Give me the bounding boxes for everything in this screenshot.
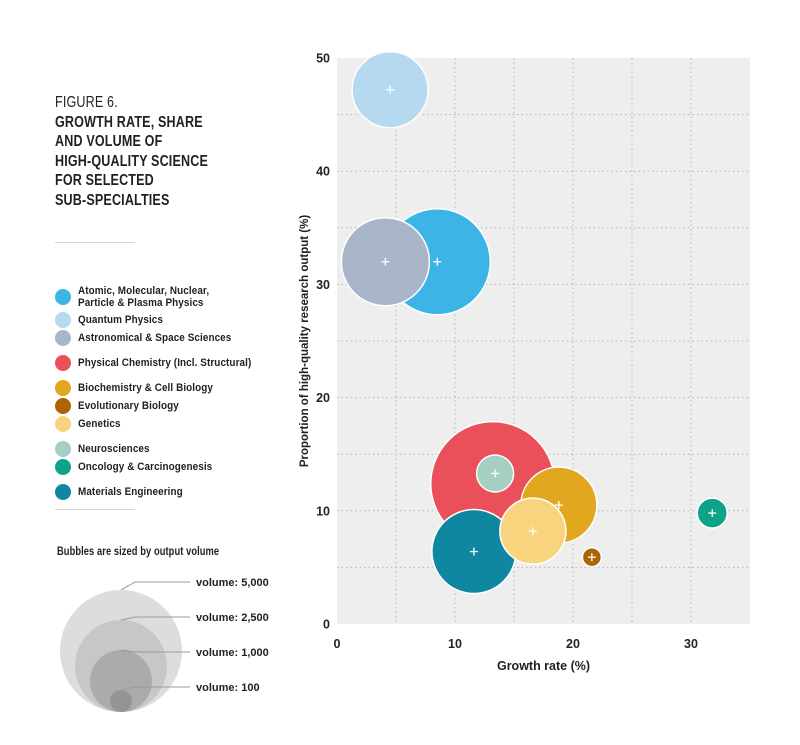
size-legend-connector: [120, 649, 190, 653]
size-legend-circle: [110, 690, 132, 712]
figure-title-block: FIGURE 6. GROWTH RATE, SHARE AND VOLUME O…: [55, 93, 285, 210]
legend-item: Oncology & Carcinogenesis: [55, 458, 305, 476]
legend-item: Genetics: [55, 415, 305, 433]
size-legend-connector: [120, 616, 190, 621]
y-axis-title: Proportion of high-quality research outp…: [299, 215, 311, 468]
legend-item: Biochemistry & Cell Biology: [55, 379, 305, 397]
divider-bottom: [55, 509, 135, 510]
y-tick-label: 10: [316, 504, 330, 518]
legend-color-dot: [55, 355, 71, 371]
legend-color-dot: [55, 289, 71, 305]
legend-label: Astronomical & Space Sciences: [78, 331, 232, 344]
size-legend-label: volume: 2,500: [196, 612, 269, 624]
legend-color-dot: [55, 380, 71, 396]
legend-color-dot: [55, 416, 71, 432]
size-legend-title: Bubbles are sized by output volume: [57, 546, 220, 558]
figure-title-line: FOR SELECTED: [55, 172, 154, 189]
figure-label: FIGURE 6.: [55, 94, 118, 111]
legend-group: Materials Engineering: [55, 483, 305, 501]
legend-item: Astronomical & Space Sciences: [55, 329, 305, 347]
legend-label: Quantum Physics: [78, 313, 163, 326]
x-tick-label: 0: [334, 637, 341, 651]
size-legend-label: volume: 1,000: [196, 647, 269, 659]
size-legend-connector: [120, 686, 190, 691]
figure-title-line: HIGH-QUALITY SCIENCE: [55, 152, 208, 170]
y-tick-label: 50: [316, 52, 330, 66]
legend-item: Atomic, Molecular, Nuclear, Particle & P…: [55, 283, 305, 311]
legend-item: Evolutionary Biology: [55, 397, 305, 415]
legend-group: Atomic, Molecular, Nuclear, Particle & P…: [55, 283, 305, 347]
legend-label: Genetics: [78, 417, 121, 430]
legend-label: Neurosciences: [78, 442, 150, 455]
category-legend: Atomic, Molecular, Nuclear, Particle & P…: [55, 283, 305, 508]
x-tick-label: 10: [448, 637, 462, 651]
legend-color-dot: [55, 330, 71, 346]
y-tick-label: 40: [316, 165, 330, 179]
legend-label: Oncology & Carcinogenesis: [78, 460, 213, 473]
legend-label: Atomic, Molecular, Nuclear, Particle & P…: [78, 284, 210, 310]
x-tick-label: 30: [684, 637, 698, 651]
divider-top: [55, 242, 135, 243]
legend-label: Biochemistry & Cell Biology: [78, 381, 214, 394]
size-legend-connector: [120, 581, 190, 591]
legend-item: Neurosciences: [55, 440, 305, 458]
legend-color-dot: [55, 398, 71, 414]
size-legend-circle: [90, 650, 152, 712]
figure-title-line: AND VOLUME OF: [55, 133, 163, 150]
legend-group: Physical Chemistry (Incl. Structural): [55, 354, 305, 372]
figure-title-line: GROWTH RATE, SHARE: [55, 113, 203, 131]
legend-color-dot: [55, 484, 71, 500]
legend-label: Physical Chemistry (Incl. Structural): [78, 356, 252, 369]
y-tick-label: 30: [316, 278, 330, 292]
size-legend-label: volume: 5,000: [196, 577, 269, 589]
y-tick-label: 20: [316, 391, 330, 405]
legend-color-dot: [55, 441, 71, 457]
legend-label: Evolutionary Biology: [78, 399, 179, 412]
x-axis-title: Growth rate (%): [497, 659, 590, 673]
legend-group: Neurosciences Oncology & Carcinogenesis: [55, 440, 305, 476]
x-tick-label: 20: [566, 637, 580, 651]
legend-item: Materials Engineering: [55, 483, 305, 501]
size-legend-label: volume: 100: [196, 682, 260, 694]
legend-color-dot: [55, 312, 71, 328]
figure-title-line: SUB-SPECIALTIES: [55, 191, 170, 209]
legend-group: Biochemistry & Cell Biology Evolutionary …: [55, 379, 305, 433]
legend-item: Quantum Physics: [55, 311, 305, 329]
legend-label: Materials Engineering: [78, 485, 183, 498]
y-tick-label: 0: [323, 618, 330, 632]
legend-color-dot: [55, 459, 71, 475]
figure-title-lines: GROWTH RATE, SHARE AND VOLUME OF HIGH-QUAL…: [55, 113, 285, 211]
legend-item: Physical Chemistry (Incl. Structural): [55, 354, 305, 372]
